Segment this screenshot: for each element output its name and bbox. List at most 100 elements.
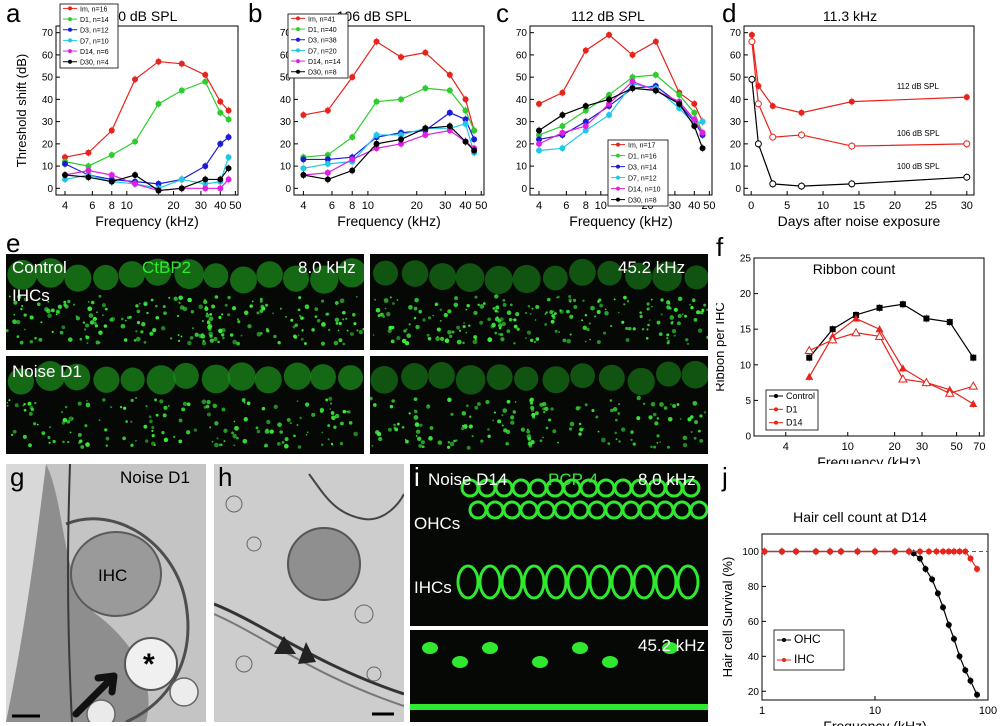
ribbon-puncta [691,298,696,303]
ribbon-puncta [104,428,108,432]
data-point [398,54,405,61]
ribbon-puncta [386,311,391,317]
ribbon-puncta [641,327,645,331]
x-tick-label: 40 [688,200,700,212]
data-point [946,319,953,326]
data-point [606,31,613,38]
ribbon-puncta [514,401,517,403]
ribbon-puncta [550,407,554,411]
ribbon-puncta [206,399,211,405]
ribbon-puncta [690,415,694,419]
ribbon-puncta [198,304,204,310]
ribbon-puncta [647,323,650,327]
ribbon-puncta [328,396,333,401]
ribbon-puncta [342,342,346,346]
ribbon-puncta [176,314,180,318]
ribbon-puncta [298,296,302,300]
data-point [62,154,69,161]
ribbon-puncta [639,314,643,318]
ribbon-puncta [650,445,653,449]
ribbon-puncta [102,314,104,316]
ribbon-puncta [613,298,616,301]
data-point [582,107,589,114]
y-tick-label: 100 [742,547,759,558]
legend-marker [68,6,72,11]
ribbon-puncta [566,338,571,344]
ribbon-puncta [101,303,106,308]
ribbon-puncta [604,308,607,311]
data-point [854,548,861,555]
ribbon-puncta [579,427,583,432]
ribbon-puncta [472,339,478,345]
ribbon-puncta [389,404,394,409]
ribbon-puncta [682,435,688,441]
y-tick-label: 70 [730,28,742,39]
ribbon-puncta [573,298,577,302]
ribbon-puncta [534,319,537,321]
ribbon-puncta [376,431,382,437]
ribbon-puncta [673,307,678,312]
ribbon-puncta [502,408,508,413]
ribbon-puncta [544,406,549,412]
ribbon-puncta [547,297,551,302]
ribbon-puncta [342,318,345,321]
e-ihcs-label: IHCs [12,286,50,305]
ribbon-puncta [316,318,321,323]
ribbon-puncta [501,424,504,427]
y-tick-label: 30 [516,117,528,128]
ribbon-puncta [325,312,329,316]
ribbon-puncta [330,442,334,445]
ribbon-puncta [405,439,409,444]
ribbon-puncta [276,441,281,446]
data-point [85,174,92,181]
data-point [754,100,762,108]
ribbon-puncta [401,425,405,429]
ribbon-puncta [34,401,37,405]
data-point [300,171,307,178]
i-freq-high-label: 45.2 kHz [638,636,706,655]
cell-body [227,362,256,391]
ribbon-puncta [85,335,90,340]
x-tick-label: 4 [300,200,306,212]
ribbon-puncta [492,419,495,422]
remaining-ohc [452,656,468,668]
ribbon-puncta [596,340,601,344]
ribbon-puncta [654,421,659,426]
ribbon-puncta [221,407,226,412]
x-tick-label: 30 [195,200,207,212]
ribbon-puncta [693,436,697,440]
data-point [769,133,777,141]
ribbon-puncta [320,341,326,346]
data-point [606,111,613,118]
cell-body [373,260,399,286]
data-point [349,156,356,163]
ihc-cell [478,564,502,600]
ihc-cell [544,564,568,600]
e-control-8khz-dots [6,258,364,346]
ribbon-puncta [180,335,183,338]
series-label: 100 dB SPL [897,162,940,171]
i-45khz-image [410,630,708,722]
data-point [217,109,224,116]
cell-body [282,265,310,292]
ribbon-puncta [501,321,506,327]
ribbon-puncta [216,437,219,440]
legend-marker [296,48,300,53]
ribbon-puncta [10,433,14,437]
ribbon-puncta [458,329,462,332]
data-point [85,167,92,174]
data-point [967,677,974,684]
series-line [751,79,967,187]
panel-letter-e: e [6,228,21,258]
ribbon-puncta [677,321,681,326]
data-point [446,109,453,116]
ribbon-puncta [437,440,443,445]
ribbon-puncta [133,339,137,342]
ribbon-puncta [414,409,418,414]
x-tick-label: 8 [583,200,589,212]
ribbon-puncta [154,304,158,308]
ribbon-puncta [510,415,515,420]
ribbon-puncta [110,406,113,409]
ribbon-puncta [334,413,340,419]
ribbon-puncta [6,404,9,407]
